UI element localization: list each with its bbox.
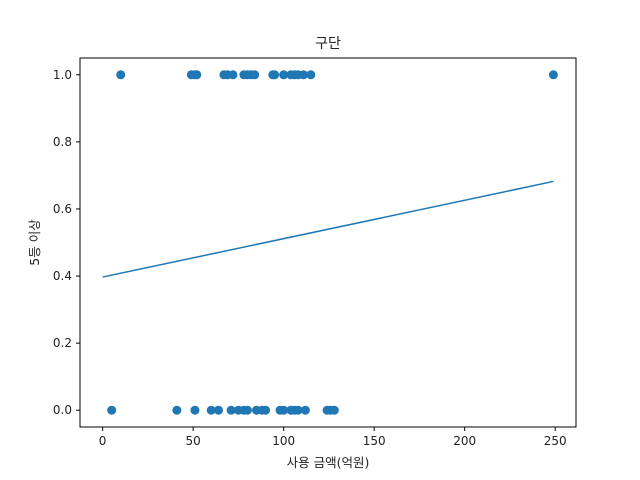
data-point xyxy=(300,405,310,415)
data-point xyxy=(329,405,339,415)
data-point xyxy=(270,70,280,80)
x-axis: 0 50 100 150 200 250 xyxy=(99,427,567,448)
x-tick-label: 0 xyxy=(99,434,107,448)
y-tick-label: 0.4 xyxy=(53,269,72,283)
x-tick-label: 200 xyxy=(453,434,476,448)
y-tick-label: 0.6 xyxy=(53,202,72,216)
data-point xyxy=(190,405,200,415)
data-point xyxy=(279,405,289,415)
x-tick-label: 250 xyxy=(544,434,567,448)
data-point xyxy=(242,405,252,415)
x-tick-label: 150 xyxy=(363,434,386,448)
data-point xyxy=(213,405,223,415)
y-tick-label: 0.0 xyxy=(53,403,72,417)
data-point xyxy=(261,405,271,415)
data-point xyxy=(306,70,316,80)
x-tick-label: 100 xyxy=(272,434,295,448)
axes-frame xyxy=(79,57,577,428)
data-point xyxy=(228,70,238,80)
data-point xyxy=(206,405,216,415)
y-axis-label: 5등 이상 xyxy=(27,219,42,266)
y-tick-label: 1.0 xyxy=(53,68,72,82)
data-point xyxy=(107,405,117,415)
data-point xyxy=(226,405,236,415)
fit-line xyxy=(102,180,554,278)
y-tick-label: 0.2 xyxy=(53,336,72,350)
y-tick-label: 0.8 xyxy=(53,135,72,149)
data-point xyxy=(293,405,303,415)
x-tick-label: 50 xyxy=(185,434,200,448)
plot-area xyxy=(102,70,558,415)
data-point xyxy=(250,70,260,80)
data-point xyxy=(548,70,558,80)
x-axis-label: 사용 금액(억원) xyxy=(287,455,370,470)
y-axis: 0.0 0.2 0.4 0.6 0.8 1.0 xyxy=(53,68,80,417)
data-point xyxy=(299,70,309,80)
chart-title: 구단 xyxy=(315,36,341,52)
data-point xyxy=(279,70,289,80)
data-point xyxy=(192,70,202,80)
data-point xyxy=(116,70,126,80)
data-point xyxy=(172,405,182,415)
